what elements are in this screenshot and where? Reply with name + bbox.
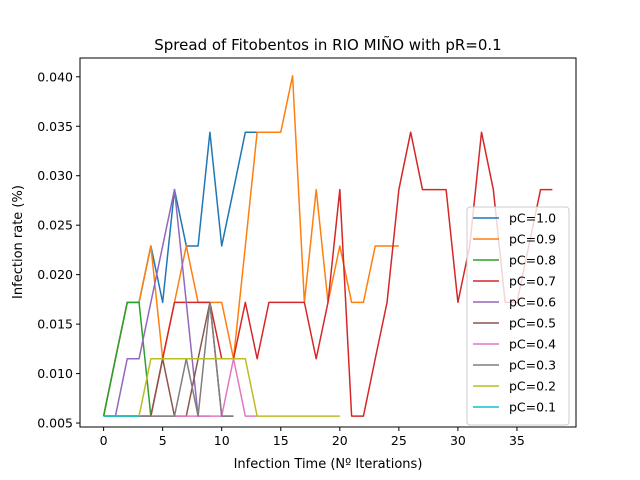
legend-label: pC=0.5 — [509, 316, 556, 331]
y-axis-title: Infection rate (%) — [11, 185, 26, 299]
legend: pC=1.0 pC=0.9 pC=0.8 pC=0.7 pC=0.6 pC=0.5 pC=0… — [466, 206, 570, 426]
x-tick-label: 25 — [391, 433, 407, 448]
y-tick-label: 0.005 — [37, 416, 73, 431]
x-tick-label: 35 — [509, 433, 525, 448]
series-line-pc-0-2 — [103, 357, 340, 417]
legend-label: pC=0.7 — [509, 274, 556, 289]
legend-label: pC=0.3 — [509, 358, 556, 373]
x-axis-title: Infection Time (Nº Iterations) — [234, 457, 423, 472]
series-layer — [102, 75, 553, 417]
x-tick-label: 5 — [159, 433, 167, 448]
legend-label: pC=1.0 — [509, 211, 556, 226]
series-line-pc-0-9 — [102, 75, 399, 417]
legend-box — [466, 206, 570, 426]
chart-title: Spread of Fitobentos in RIO MIÑO with pR… — [154, 35, 501, 54]
x-tick-label: 10 — [214, 433, 230, 448]
legend-label: pC=0.1 — [509, 400, 556, 415]
x-axis: 0 5 10 15 20 25 30 35 — [100, 427, 525, 448]
y-tick-label: 0.020 — [37, 267, 73, 282]
series-line-pc-0-7 — [103, 131, 553, 417]
y-tick-label: 0.015 — [37, 317, 73, 332]
legend-label: pC=0.8 — [509, 253, 556, 268]
legend-label: pC=0.6 — [509, 295, 556, 310]
x-tick-label: 20 — [332, 433, 348, 448]
y-tick-label: 0.040 — [37, 69, 73, 84]
x-tick-label: 30 — [450, 433, 466, 448]
x-tick-label: 0 — [100, 433, 108, 448]
plot-area-frame — [79, 57, 577, 428]
y-tick-label: 0.010 — [37, 366, 73, 381]
y-tick-label: 0.035 — [37, 119, 73, 134]
legend-label: pC=0.9 — [509, 232, 556, 247]
y-tick-label: 0.030 — [37, 168, 73, 183]
legend-label: pC=0.2 — [509, 379, 556, 394]
x-tick-label: 15 — [273, 433, 289, 448]
y-axis: 0.005 0.010 0.015 0.020 0.025 0.030 0.035 0.040 — [37, 69, 80, 431]
y-tick-label: 0.025 — [37, 218, 73, 233]
legend-label: pC=0.4 — [509, 337, 556, 352]
